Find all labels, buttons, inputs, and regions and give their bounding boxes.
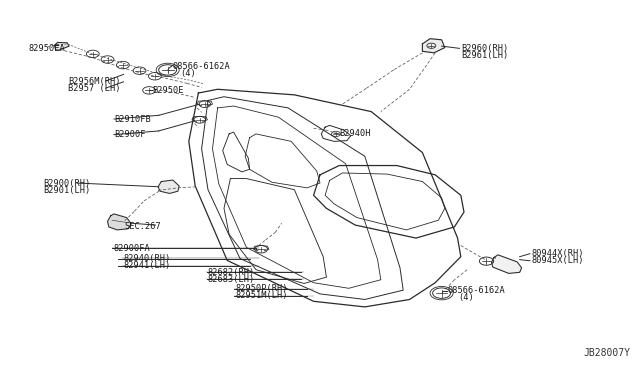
Text: B2957 (LH): B2957 (LH) [68, 84, 121, 93]
Text: B2956M(RH): B2956M(RH) [68, 77, 121, 86]
Text: 82682(RH): 82682(RH) [208, 268, 255, 277]
Text: B2901(LH): B2901(LH) [44, 186, 91, 195]
Text: B2940H: B2940H [339, 129, 371, 138]
Polygon shape [422, 39, 445, 53]
Text: 82951M(LH): 82951M(LH) [236, 291, 288, 300]
Text: B2900(RH): B2900(RH) [44, 179, 91, 187]
Text: (4): (4) [458, 294, 474, 302]
Text: SEC.267: SEC.267 [125, 222, 161, 231]
Text: 82940(RH): 82940(RH) [124, 254, 171, 263]
Text: 82900FA: 82900FA [114, 244, 150, 253]
Text: 82950P(RH): 82950P(RH) [236, 284, 288, 293]
Polygon shape [108, 214, 131, 230]
Text: B2960(RH): B2960(RH) [461, 44, 508, 53]
Text: 08566-6162A: 08566-6162A [448, 286, 506, 295]
Text: 80944X(RH): 80944X(RH) [531, 249, 584, 258]
Polygon shape [158, 180, 179, 193]
Text: 82683(LH): 82683(LH) [208, 275, 255, 284]
Polygon shape [492, 255, 522, 273]
Polygon shape [54, 42, 69, 50]
Text: B2910FB: B2910FB [114, 115, 150, 124]
Text: 08566-6162A: 08566-6162A [173, 62, 230, 71]
Text: 82950EA: 82950EA [29, 44, 65, 53]
Text: (4): (4) [180, 69, 196, 78]
Text: B2950E: B2950E [152, 86, 184, 95]
Text: JB28007Y: JB28007Y [584, 348, 630, 358]
Text: B2900F: B2900F [114, 130, 145, 139]
Text: B2961(LH): B2961(LH) [461, 51, 508, 60]
Text: 80945X(LH): 80945X(LH) [531, 256, 584, 265]
Text: 82941(LH): 82941(LH) [124, 261, 171, 270]
